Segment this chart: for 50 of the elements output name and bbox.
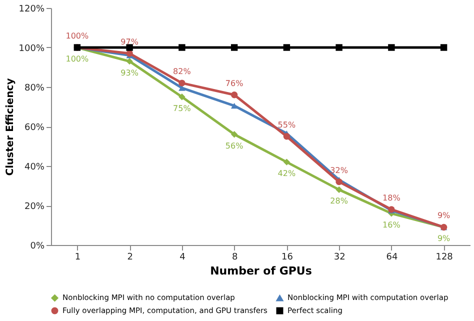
point: [230, 92, 238, 98]
data-label: 55%: [278, 120, 296, 130]
point: [388, 44, 395, 51]
x-tick-label: 128: [436, 252, 454, 262]
data-label: 56%: [225, 141, 244, 150]
point: [178, 44, 186, 51]
data-label: 9%: [437, 234, 451, 244]
x-tick-label: 1: [74, 252, 81, 262]
x-tick-label: 16: [281, 252, 294, 262]
point: [230, 131, 238, 138]
y-tick-label: 20%: [24, 202, 45, 212]
point: [126, 58, 133, 65]
point: [283, 158, 290, 166]
y-tick-label: 40%: [24, 162, 45, 172]
data-label: 18%: [382, 193, 401, 202]
x-tick-label: 8: [232, 252, 238, 262]
point: [230, 102, 238, 109]
data-label: 75%: [173, 104, 192, 113]
x-tick-label: 2: [127, 252, 133, 262]
point: [336, 186, 342, 194]
y-tick-label: 80%: [24, 84, 45, 94]
y-tick-label: 0%: [30, 242, 45, 252]
y-tick-label: 120%: [18, 4, 45, 14]
data-label: 82%: [173, 67, 192, 76]
point: [283, 133, 290, 140]
point: [230, 44, 238, 51]
y-axis-title: Cluster Efficiency: [4, 78, 16, 176]
point: [178, 85, 186, 91]
point: [178, 94, 186, 100]
data-label: 32%: [330, 166, 348, 175]
data-label: 100%: [66, 32, 90, 40]
data-label: 9%: [437, 211, 451, 220]
x-tick-label: 4: [180, 252, 186, 262]
y-tick-label: 100%: [18, 44, 45, 54]
data-label: 16%: [382, 220, 401, 230]
x-axis-title: Number of GPUs: [210, 264, 312, 278]
x-tick-label: 64: [386, 252, 398, 262]
x-tick-label: 32: [334, 252, 346, 262]
data-label: 76%: [225, 78, 244, 88]
data-label: 93%: [120, 68, 139, 78]
data-label: 100%: [66, 54, 90, 64]
y-tick-label: 60%: [24, 123, 45, 133]
point: [178, 80, 186, 86]
point: [336, 178, 342, 186]
point: [336, 44, 342, 51]
point: [440, 44, 448, 51]
data-label: 28%: [330, 196, 348, 206]
data-label: 97%: [120, 37, 139, 46]
data-label: 42%: [278, 169, 296, 178]
point: [283, 44, 290, 51]
